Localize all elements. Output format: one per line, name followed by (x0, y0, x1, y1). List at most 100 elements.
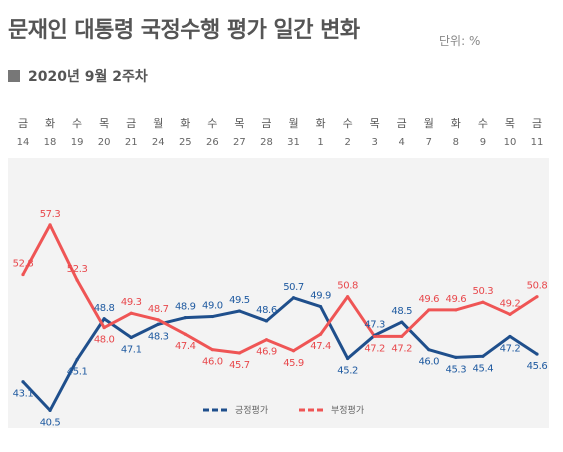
unit-label: 단위: % (439, 34, 481, 48)
data-point (75, 278, 79, 282)
x-date-label: 1 (317, 137, 323, 148)
x-weekday-label: 목 (99, 117, 109, 130)
data-label: 52.3 (67, 264, 88, 275)
data-point (427, 348, 431, 352)
x-weekday-label: 금 (126, 117, 136, 130)
data-point (318, 305, 323, 309)
data-point (210, 314, 214, 319)
data-point (481, 300, 485, 304)
x-weekday-label: 금 (397, 117, 407, 130)
data-point (400, 334, 404, 339)
data-point (264, 319, 269, 323)
x-date-label: 4 (399, 137, 405, 148)
x-weekday-label: 화 (45, 117, 55, 130)
data-point (156, 322, 160, 326)
data-point (48, 408, 52, 412)
data-point (129, 311, 133, 315)
x-weekday-label: 화 (316, 117, 326, 130)
data-point (535, 352, 539, 356)
x-date-label: 8 (453, 137, 459, 148)
x-weekday-label: 금 (261, 117, 271, 130)
x-weekday-label: 화 (180, 117, 190, 130)
data-label: 47.4 (175, 341, 196, 352)
x-date-label: 26 (206, 137, 219, 148)
x-date-label: 2 (344, 137, 350, 148)
x-date-label: 21 (125, 137, 138, 148)
series-lines (21, 223, 538, 412)
data-label: 43.1 (13, 389, 34, 400)
x-date-label: 25 (179, 137, 192, 148)
data-label: 48.0 (94, 335, 115, 346)
data-point (454, 308, 458, 312)
data-label: 45.4 (473, 363, 494, 374)
data-label: 46.0 (418, 357, 439, 368)
data-label: 49.0 (202, 301, 223, 312)
data-label: 52.8 (13, 259, 34, 270)
data-label: 50.8 (527, 281, 548, 292)
plot-panel (8, 158, 549, 428)
x-date-label: 9 (480, 137, 486, 148)
data-point (318, 332, 323, 336)
data-label: 50.3 (473, 286, 494, 297)
data-label: 47.2 (500, 343, 521, 354)
data-point (264, 338, 269, 342)
data-point (291, 349, 296, 353)
data-point (48, 223, 52, 227)
data-point (156, 318, 160, 322)
x-date-label: 7 (426, 137, 432, 148)
legend: 긍정평가 부정평가 (203, 405, 364, 416)
x-weekday-label: 수 (207, 117, 217, 130)
data-point (237, 351, 242, 355)
data-label: 47.2 (391, 343, 412, 354)
data-label: 49.6 (418, 294, 439, 305)
data-label: 46.0 (202, 357, 223, 368)
data-point (102, 325, 106, 330)
x-weekday-label: 월 (288, 117, 298, 130)
x-date-label: 3 (371, 137, 377, 148)
data-label: 47.1 (121, 345, 142, 356)
data-label: 45.9 (283, 358, 304, 369)
data-label: 48.8 (94, 303, 115, 314)
data-point (508, 312, 512, 316)
x-weekday-label: 목 (234, 117, 244, 130)
chart-subtitle: 2020년 9월 2주차 (8, 66, 148, 86)
x-weekday-label: 월 (153, 117, 163, 130)
series-line-negative (21, 223, 538, 355)
data-label: 45.1 (67, 367, 88, 378)
x-weekday-label: 월 (424, 117, 434, 130)
data-point (21, 272, 25, 277)
x-date-label: 27 (233, 137, 246, 148)
data-point (454, 355, 458, 359)
data-label: 48.5 (391, 306, 412, 317)
data-point (400, 320, 404, 324)
data-label: 47.2 (364, 343, 385, 354)
data-point (183, 316, 187, 320)
data-label: 49.5 (229, 295, 250, 306)
data-point (427, 308, 431, 312)
data-label: 47.4 (310, 341, 331, 352)
data-point (129, 335, 133, 340)
data-label: 49.3 (121, 297, 142, 308)
data-label: 50.8 (337, 281, 358, 292)
data-point (535, 295, 539, 299)
data-label: 47.3 (364, 319, 385, 330)
data-point (237, 309, 242, 313)
data-point (75, 358, 79, 362)
data-label: 40.5 (40, 417, 61, 428)
data-label: 57.3 (40, 209, 61, 220)
x-date-label: 19 (71, 137, 84, 148)
x-date-label: 20 (98, 137, 111, 148)
x-date-label: 18 (44, 137, 57, 148)
data-label: 49.6 (446, 294, 467, 305)
x-date-label: 11 (531, 137, 544, 148)
legend-label: 부정평가 (331, 405, 364, 416)
series-line-positive (21, 296, 538, 412)
data-point (21, 380, 25, 384)
data-label: 46.9 (256, 347, 277, 358)
x-date-label: 10 (504, 137, 517, 148)
x-weekday-label: 목 (505, 117, 515, 130)
chart-title: 문재인 대통령 국정수행 평가 일간 변화 (8, 18, 360, 43)
x-date-label: 24 (152, 137, 165, 148)
data-label: 49.2 (500, 298, 521, 309)
